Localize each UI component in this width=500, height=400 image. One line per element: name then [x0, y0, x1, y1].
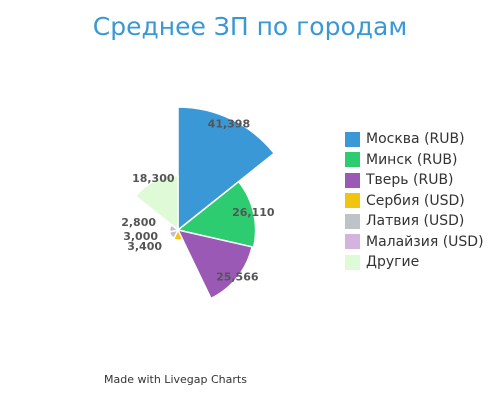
legend-label: Москва (RUB) [366, 131, 465, 148]
legend-item-минск-rub[interactable]: Минск (RUB) [345, 150, 484, 171]
chart-title: Среднее ЗП по городам [92, 12, 408, 41]
data-label-москва-rub: 41,398 [208, 117, 250, 130]
slice-сербия-usd[interactable] [172, 228, 184, 241]
legend-swatch [345, 131, 360, 147]
slice-другие[interactable] [134, 174, 179, 232]
legend-label: Малайзия (USD) [366, 233, 484, 250]
credit-text: Made with Livegap Charts [104, 373, 247, 386]
slice-тверь-rub[interactable] [176, 228, 253, 300]
legend-label: Тверь (RUB) [366, 172, 454, 189]
legend-swatch [345, 152, 360, 168]
legend-label: Минск (RUB) [366, 151, 458, 168]
data-label-латвия-usd: 3,000 [123, 230, 158, 243]
legend-swatch [345, 213, 360, 229]
data-label-минск-rub: 26,110 [232, 206, 275, 219]
legend-item-тверь-rub[interactable]: Тверь (RUB) [345, 170, 484, 191]
data-label-другие: 18,300 [132, 172, 175, 185]
legend-swatch [345, 172, 360, 188]
slices-layer [134, 106, 276, 300]
data-label-сербия-usd: 3,400 [127, 240, 162, 253]
legend-label: Латвия (USD) [366, 213, 465, 230]
legend-swatch [345, 254, 360, 270]
data-label-малайзия-usd: 2,800 [121, 216, 156, 229]
legend-label: Сербия (USD) [366, 192, 465, 209]
data-label-тверь-rub: 25,566 [216, 270, 259, 283]
legend-label: Другие [366, 254, 420, 271]
legend-item-другие[interactable]: Другие [345, 252, 484, 273]
legend-item-сербия-usd[interactable]: Сербия (USD) [345, 191, 484, 212]
legend-swatch [345, 234, 360, 250]
legend: Москва (RUB) Минск (RUB) Тверь (RUB) Сербия… [345, 129, 484, 273]
slice-москва-rub[interactable] [177, 106, 276, 232]
slice-минск-rub[interactable] [176, 180, 257, 249]
legend-item-москва-rub[interactable]: Москва (RUB) [345, 129, 484, 150]
legend-swatch [345, 193, 360, 209]
legend-item-латвия-usd[interactable]: Латвия (USD) [345, 211, 484, 232]
legend-item-малайзия-usd[interactable]: Малайзия (USD) [345, 232, 484, 253]
